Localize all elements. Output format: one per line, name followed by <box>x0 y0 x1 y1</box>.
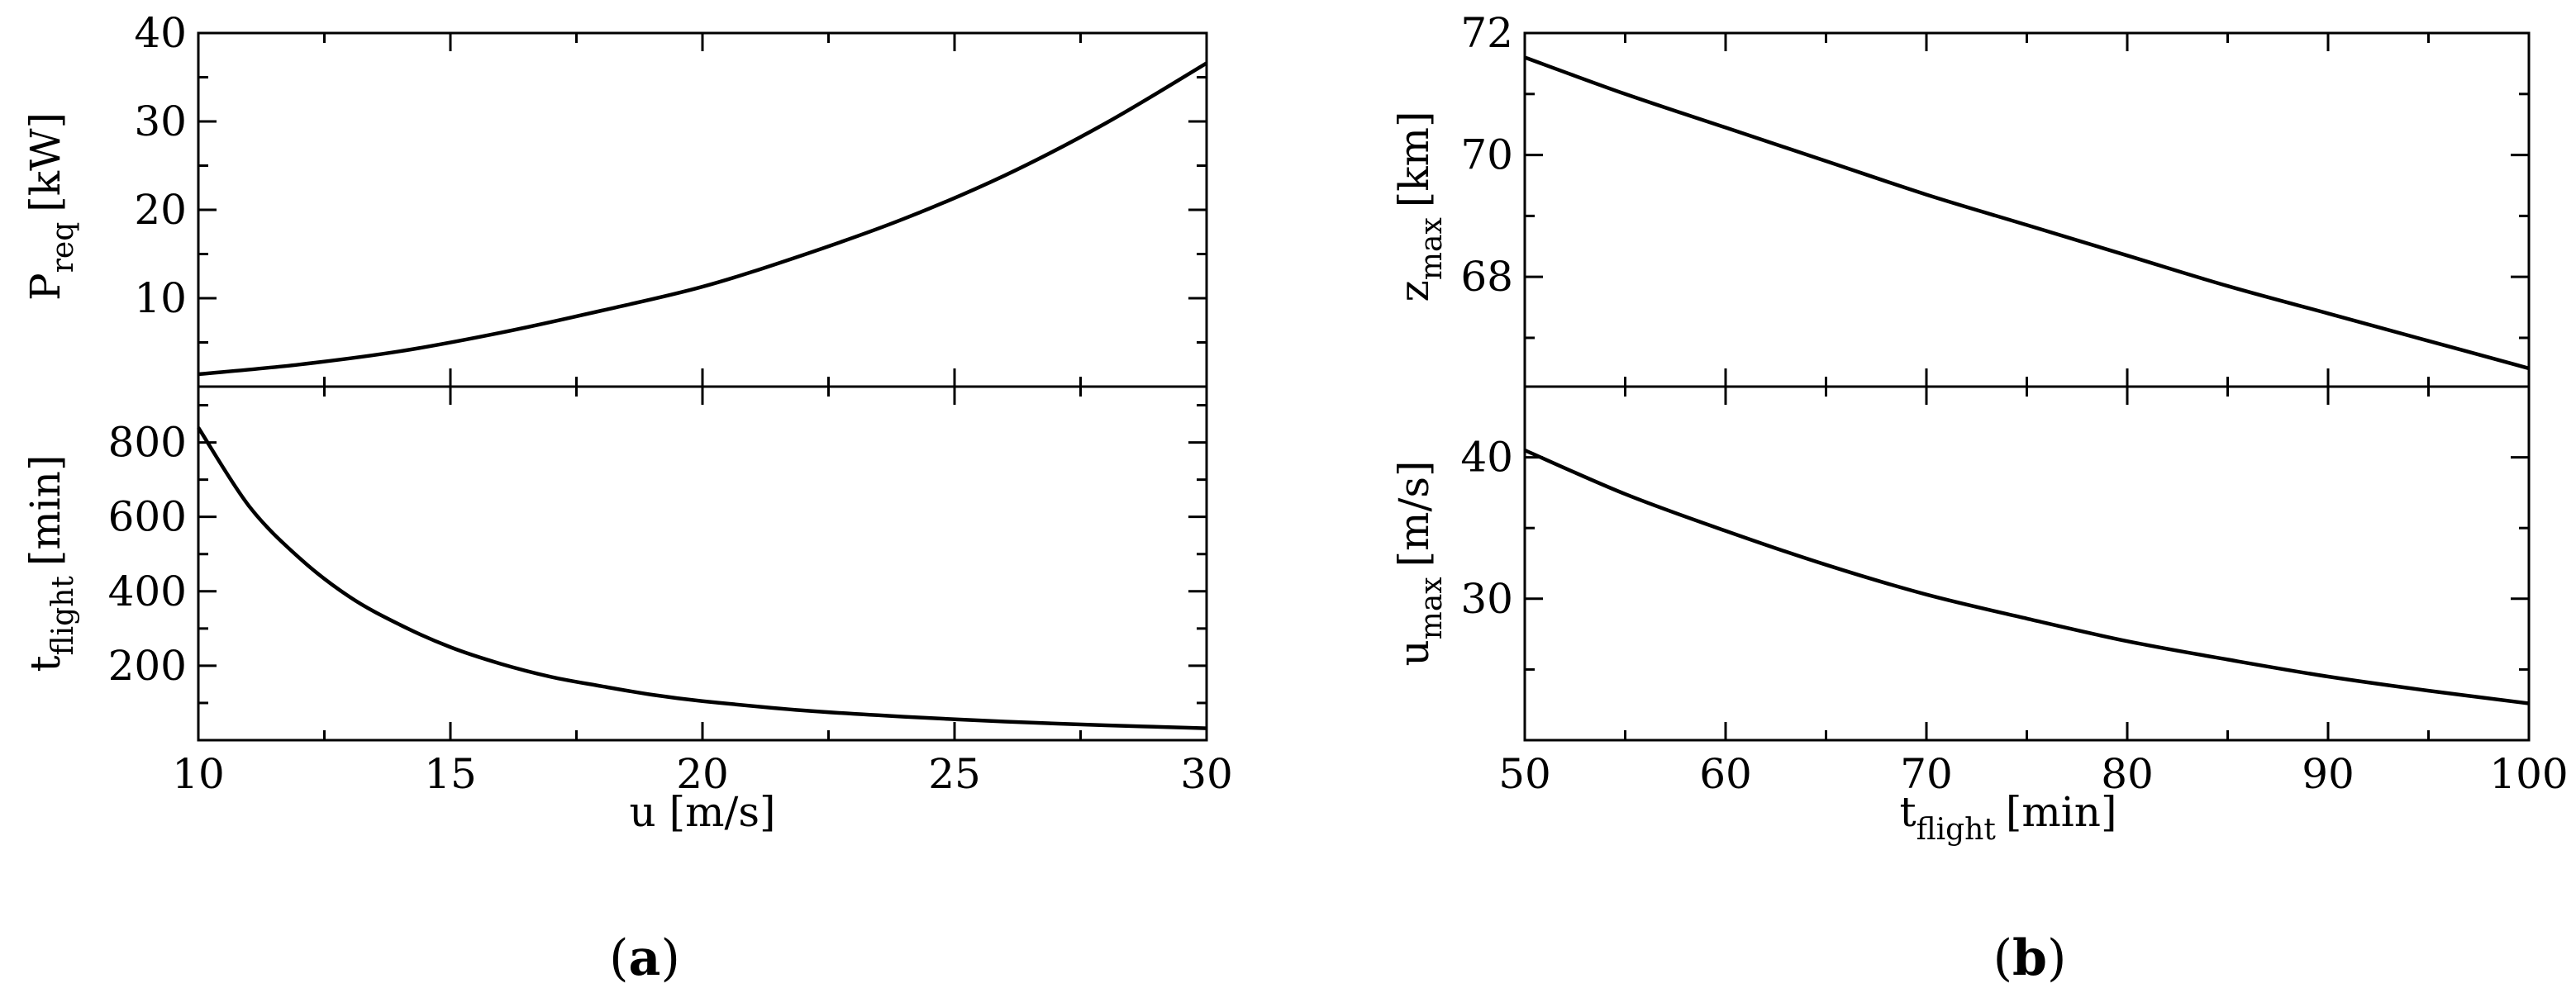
panel-label-a: (a) <box>609 929 680 987</box>
series-line-b-bottom-0 <box>1524 448 2530 705</box>
x-tick-label: 10 <box>172 750 225 798</box>
plot-frame-a-bottom <box>197 385 1208 742</box>
xlabel-sub: flight <box>1917 813 1997 847</box>
y-tick-label: 72 <box>1460 9 1513 57</box>
y-tick-label: 30 <box>1460 575 1513 623</box>
x-tick-label: 60 <box>1699 750 1752 798</box>
xlabel-flight-time: tflight [min] <box>1900 788 2117 847</box>
x-tick-label: 20 <box>676 750 729 798</box>
ylabel-max-speed: umax [m/s] <box>1390 460 1449 666</box>
x-tick-label: 50 <box>1498 750 1551 798</box>
ylabel-unit: [kW] <box>21 112 69 212</box>
ylabel-unit: [min] <box>21 455 69 567</box>
y-tick-label: 200 <box>108 642 187 690</box>
ylabel-power-required: Preq [kW] <box>21 112 80 301</box>
plot-frame-b-bottom <box>1523 385 2531 742</box>
x-tick-label: 100 <box>2489 750 2568 798</box>
ylabel-main: t <box>21 655 69 672</box>
ylabel-flight-time: tflight [min] <box>21 455 80 672</box>
y-tick-label: 600 <box>108 493 187 541</box>
panel-label-b: (b) <box>1993 929 2067 987</box>
ylabel-main: u <box>1390 639 1438 666</box>
ylabel-main: P <box>21 273 69 301</box>
x-tick-label: 25 <box>928 750 981 798</box>
y-tick-label: 40 <box>134 9 187 57</box>
xlabel-unit: [min] <box>2006 788 2117 836</box>
ylabel-sub: req <box>46 222 80 273</box>
y-tick-label: 20 <box>134 186 187 234</box>
plot-frame-b-top <box>1523 31 2531 388</box>
x-tick-label: 80 <box>2101 750 2154 798</box>
plot-frame-a-top <box>197 31 1208 388</box>
ylabel-max-altitude: zmax [km] <box>1390 112 1449 302</box>
x-tick-label: 15 <box>424 750 477 798</box>
series-line-b-top-0 <box>1524 55 2530 371</box>
y-tick-label: 800 <box>108 419 187 467</box>
series-line-a-top-0 <box>198 61 1208 377</box>
y-tick-label: 10 <box>134 274 187 322</box>
y-tick-label: 30 <box>134 97 187 145</box>
y-tick-label: 68 <box>1460 253 1513 301</box>
xlabel-main: t <box>1900 788 1917 836</box>
ylabel-unit: [km] <box>1390 112 1438 208</box>
x-tick-label: 90 <box>2302 750 2355 798</box>
ylabel-sub: max <box>1415 217 1449 280</box>
ylabel-sub: flight <box>46 576 80 656</box>
plot-layer: 10 20 30 40 200 400 600 800 10 15 20 25 30 68 70 72 30 40… <box>108 9 2569 798</box>
ylabel-main: z <box>1390 280 1438 302</box>
y-tick-label: 400 <box>108 568 187 615</box>
ylabel-unit: [m/s] <box>1390 460 1438 567</box>
x-tick-label: 70 <box>1900 750 1953 798</box>
y-tick-label: 70 <box>1460 131 1513 179</box>
ylabel-sub: max <box>1415 577 1449 639</box>
x-tick-label: 30 <box>1180 750 1233 798</box>
xlabel-speed: u [m/s] <box>629 788 775 836</box>
series-line-a-bottom-0 <box>197 426 1207 730</box>
y-tick-label: 40 <box>1460 434 1513 482</box>
